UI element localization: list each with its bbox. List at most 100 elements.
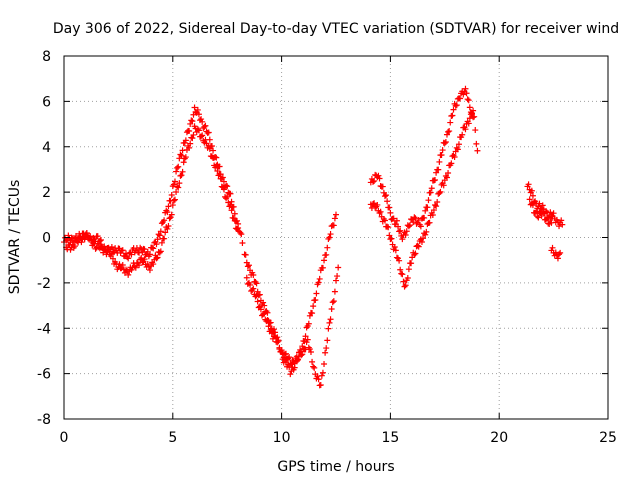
data-point (220, 178, 227, 185)
data-point (139, 249, 146, 256)
data-point (231, 217, 238, 224)
data-point (547, 216, 554, 223)
data-point (108, 250, 115, 257)
data-point (559, 221, 566, 228)
data-point (157, 248, 164, 255)
x-tick-label: 25 (599, 430, 617, 446)
data-point (164, 209, 171, 216)
data-point (544, 215, 551, 222)
data-point (199, 118, 206, 125)
data-point (170, 197, 177, 204)
data-point (252, 293, 259, 300)
data-point (331, 215, 338, 222)
data-point (298, 352, 305, 359)
data-point (333, 277, 339, 284)
data-point (473, 140, 480, 147)
data-point (319, 369, 326, 376)
data-point (436, 190, 443, 197)
data-point (178, 152, 185, 159)
data-point (306, 346, 313, 353)
data-point (453, 102, 460, 109)
data-point (177, 172, 184, 179)
data-point (169, 202, 176, 209)
data-point (176, 180, 183, 187)
data-point (426, 219, 433, 226)
data-point (260, 299, 267, 306)
data-point (116, 261, 123, 268)
data-point (264, 316, 271, 323)
data-point (437, 188, 444, 195)
y-tick-label: 8 (42, 49, 51, 65)
data-point (260, 311, 267, 318)
data-point (335, 264, 342, 271)
data-point (128, 251, 135, 258)
data-point (188, 117, 195, 124)
data-point (433, 169, 440, 176)
data-point (109, 255, 116, 262)
data-point (250, 271, 257, 278)
data-point (376, 209, 383, 216)
data-point (549, 244, 556, 251)
data-point (435, 166, 442, 173)
data-point (205, 142, 212, 149)
data-point (206, 145, 213, 152)
data-point (450, 106, 457, 113)
data-point (383, 192, 390, 199)
data-point (550, 210, 557, 217)
data-point (411, 251, 418, 258)
data-point (428, 185, 435, 192)
data-point (149, 244, 156, 251)
data-point (304, 336, 311, 343)
data-point (454, 146, 461, 153)
data-point (239, 239, 246, 246)
data-point (443, 174, 450, 181)
data-point (189, 135, 196, 142)
data-point (466, 104, 473, 111)
data-point (274, 339, 281, 346)
data-point (391, 243, 398, 250)
data-point (556, 251, 563, 258)
data-point (177, 151, 184, 158)
data-point (309, 310, 316, 317)
data-point (539, 202, 546, 209)
data-point (448, 160, 455, 167)
data-point (307, 349, 314, 356)
data-point (139, 259, 146, 266)
data-point (198, 133, 205, 140)
data-point (381, 217, 388, 224)
data-point (154, 236, 161, 243)
data-point (310, 303, 317, 310)
data-point (174, 183, 181, 190)
data-point (105, 246, 112, 253)
data-point (436, 158, 443, 165)
data-point (215, 172, 222, 179)
data-point (230, 215, 237, 222)
data-point (423, 228, 430, 235)
data-point (156, 232, 163, 239)
data-point (441, 140, 448, 147)
data-point (156, 249, 163, 256)
data-point (217, 175, 224, 182)
data-point (313, 290, 320, 297)
data-point (417, 223, 424, 230)
data-point (228, 207, 235, 214)
data-point (231, 210, 238, 217)
data-point (174, 164, 181, 171)
y-tick-labels: -8 -6 -4 -2 0 2 4 6 8 (37, 49, 51, 428)
x-tick-label: 5 (168, 430, 177, 446)
y-tick-label: 0 (42, 231, 51, 247)
data-point (202, 122, 209, 129)
data-point (397, 266, 404, 273)
y-tick-label: 2 (42, 185, 51, 201)
data-point (430, 207, 437, 214)
data-point (328, 305, 335, 312)
data-point (548, 219, 555, 226)
data-point (305, 320, 312, 327)
data-point (166, 215, 173, 222)
data-point (250, 285, 257, 292)
data-point (411, 214, 418, 221)
data-point (141, 246, 148, 253)
data-point (333, 211, 339, 218)
data-point (171, 178, 178, 185)
data-point (198, 116, 205, 123)
